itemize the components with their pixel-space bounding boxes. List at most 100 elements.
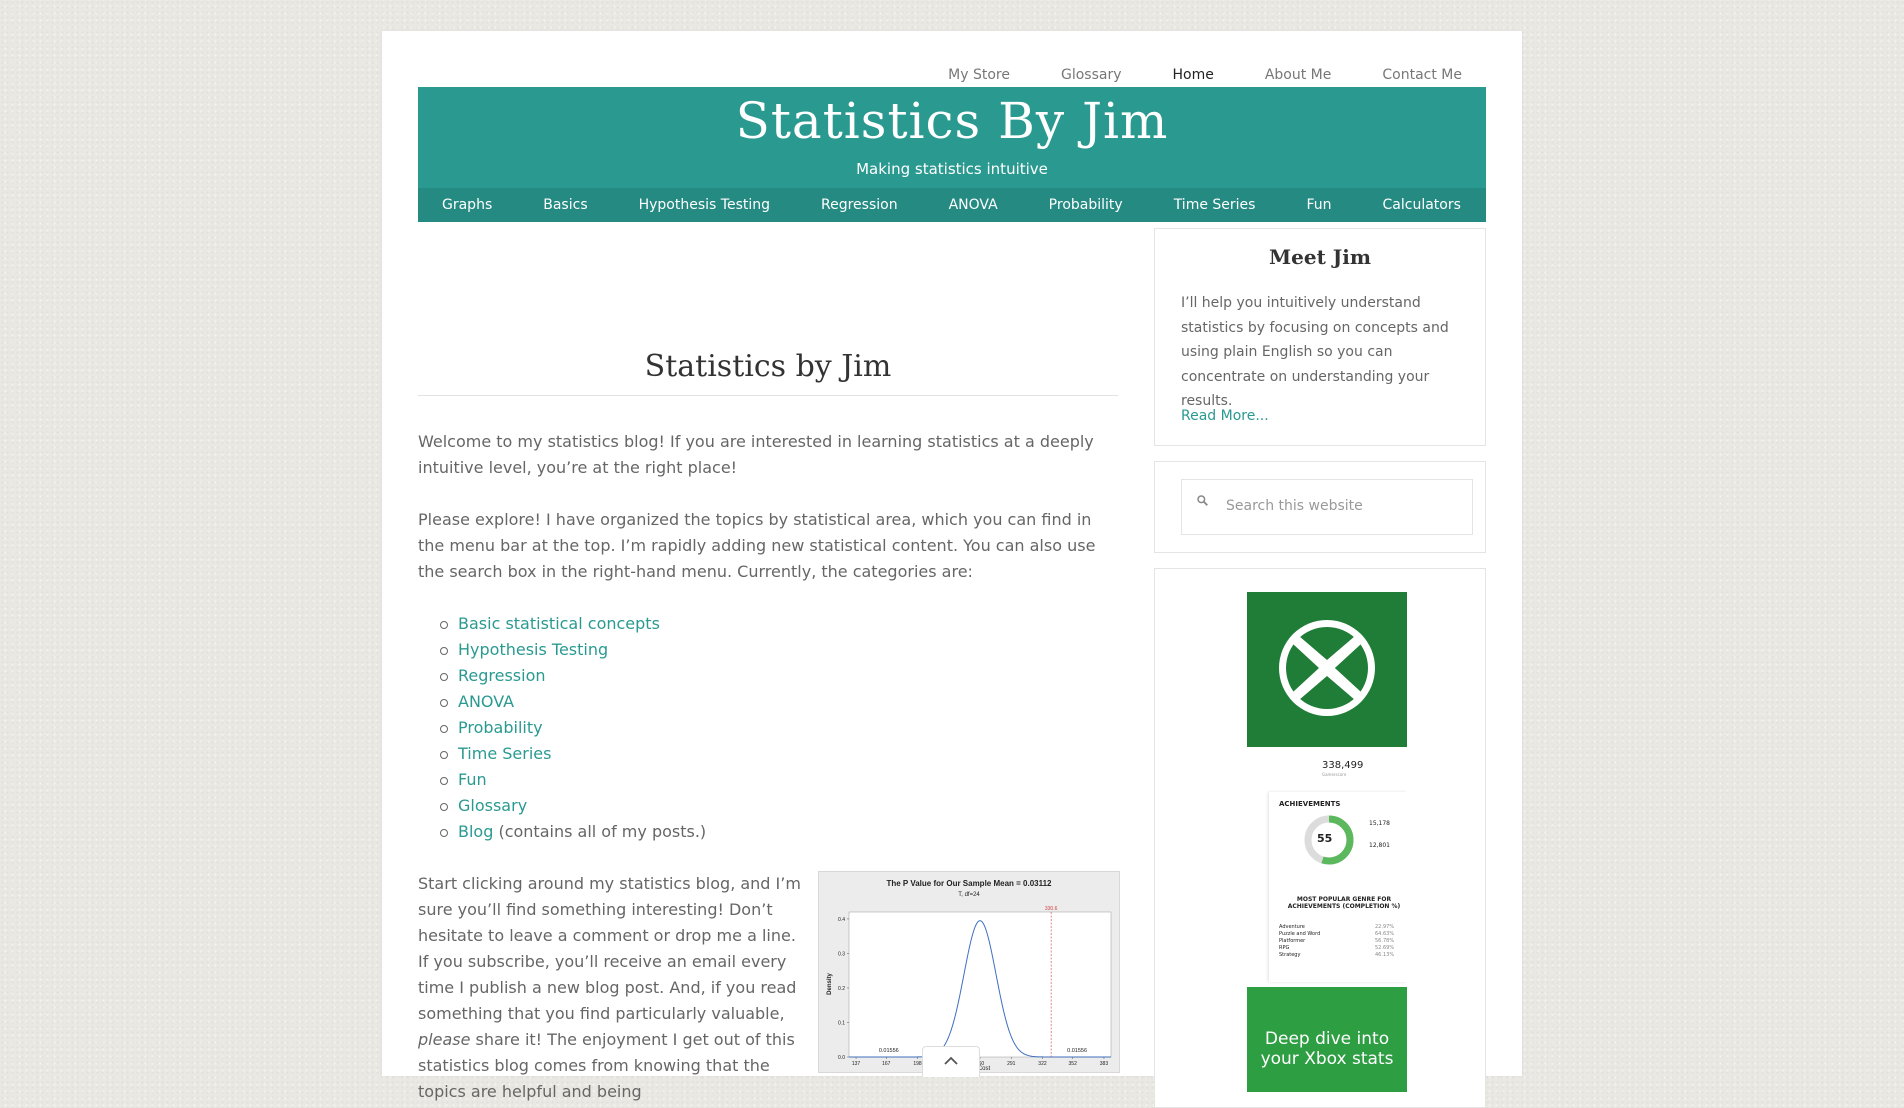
intro-paragraph: Welcome to my statistics blog! If you ar… <box>418 429 1118 481</box>
category-list: Basic statistical concepts Hypothesis Te… <box>418 611 706 845</box>
ad-cta[interactable]: Deep dive into your Xbox stats <box>1247 987 1407 1092</box>
ad-genre-list: Adventure Puzzle and Word Platformer RPG… <box>1279 924 1320 959</box>
list-item: Platformer <box>1279 938 1320 945</box>
site-tagline: Making statistics intuitive <box>418 160 1486 178</box>
category-link-basic-concepts[interactable]: Basic statistical concepts <box>458 614 660 633</box>
title-divider <box>418 395 1118 396</box>
y-axis-label: Density <box>827 973 833 995</box>
ad-genre-title: MOST POPULAR GENRE FOR ACHIEVEMENTS (COM… <box>1283 896 1405 910</box>
nav-graphs[interactable]: Graphs <box>442 197 492 213</box>
topnav-home[interactable]: Home <box>1172 67 1213 83</box>
topnav-glossary[interactable]: Glossary <box>1061 67 1122 83</box>
chevron-up-icon <box>943 1056 959 1066</box>
category-link-blog[interactable]: Blog <box>458 822 493 841</box>
blog-note: (contains all of my posts.) <box>493 822 706 841</box>
search-icon <box>1197 495 1208 506</box>
ad-achievements-title: ACHIEVEMENTS <box>1279 800 1340 808</box>
nav-time-series[interactable]: Time Series <box>1174 197 1256 213</box>
ad-stat-1: 15,178 <box>1369 820 1390 827</box>
explore-paragraph: Please explore! I have organized the top… <box>418 507 1118 585</box>
plot-area <box>849 912 1111 1057</box>
nav-hypothesis-testing[interactable]: Hypothesis Testing <box>639 197 770 213</box>
list-item: Basic statistical concepts <box>458 611 706 637</box>
list-item: Puzzle and Word <box>1279 931 1320 938</box>
ad-genre-percents: 22.97% 64.63% 56.78% 52.69% 46.13% <box>1375 924 1394 959</box>
list-item: Hypothesis Testing <box>458 637 706 663</box>
topnav-my-store[interactable]: My Store <box>948 67 1010 83</box>
list-item: 64.63% <box>1375 931 1394 938</box>
topnav-about-me[interactable]: About Me <box>1265 67 1332 83</box>
list-item: Adventure <box>1279 924 1320 931</box>
xbox-ad[interactable]: 338,499 Gamerscore ACHIEVEMENTS 55 15,17… <box>1247 592 1407 1092</box>
nav-anova[interactable]: ANOVA <box>949 197 998 213</box>
list-item: 52.69% <box>1375 945 1394 952</box>
category-link-anova[interactable]: ANOVA <box>458 692 514 711</box>
nav-probability[interactable]: Probability <box>1049 197 1123 213</box>
category-link-time-series[interactable]: Time Series <box>458 744 551 763</box>
xbox-logo-icon <box>1247 592 1407 747</box>
nav-calculators[interactable]: Calculators <box>1383 197 1461 213</box>
y-tick-label: 0.2 <box>838 986 845 992</box>
y-tick-label: 0.3 <box>838 951 845 957</box>
category-link-regression[interactable]: Regression <box>458 666 546 685</box>
ad-cta-text: Deep dive into your Xbox stats <box>1247 987 1407 1069</box>
top-navigation: My Store Glossary Home About Me Contact … <box>948 67 1462 83</box>
list-item: Glossary <box>458 793 706 819</box>
chart-title: The P Value for Our Sample Mean = 0.0311… <box>886 879 1052 888</box>
list-item: 22.97% <box>1375 924 1394 931</box>
ad-stats-card: ACHIEVEMENTS 55 15,178 12,801 MOST POPUL… <box>1269 792 1407 982</box>
post-title: Statistics by Jim <box>418 349 1118 384</box>
category-link-glossary[interactable]: Glossary <box>458 796 527 815</box>
site-title[interactable]: Statistics By Jim <box>418 92 1486 150</box>
closing-paragraph: Start clicking around my statistics blog… <box>418 871 808 1105</box>
search-placeholder: Search this website <box>1226 498 1363 514</box>
list-item: ANOVA <box>458 689 706 715</box>
x-tick-label: 198 <box>913 1061 922 1067</box>
y-tick-label: 0.1 <box>838 1020 845 1026</box>
list-item: 46.13% <box>1375 952 1394 959</box>
meet-jim-text: I’ll help you intuitively understand sta… <box>1181 291 1477 414</box>
category-link-fun[interactable]: Fun <box>458 770 487 789</box>
search-input[interactable]: Search this website <box>1181 479 1473 535</box>
nav-fun[interactable]: Fun <box>1306 197 1331 213</box>
x-tick-label: 167 <box>882 1061 891 1067</box>
scroll-to-top-button[interactable] <box>922 1046 980 1077</box>
list-item: Fun <box>458 767 706 793</box>
list-item: 56.78% <box>1375 938 1394 945</box>
list-item: Blog (contains all of my posts.) <box>458 819 706 845</box>
marker-label: 330.6 <box>1045 906 1058 912</box>
x-tick-label: 383 <box>1100 1061 1109 1067</box>
topnav-contact-me[interactable]: Contact Me <box>1382 67 1462 83</box>
site-header: Statistics By Jim Making statistics intu… <box>418 87 1486 188</box>
read-more-link[interactable]: Read More... <box>1181 408 1269 424</box>
x-tick-label: 322 <box>1038 1061 1047 1067</box>
meet-jim-widget: Meet Jim I’ll help you intuitively under… <box>1154 228 1486 446</box>
category-link-hypothesis-testing[interactable]: Hypothesis Testing <box>458 640 608 659</box>
nav-regression[interactable]: Regression <box>821 197 898 213</box>
ad-ring-value: 55 <box>1317 832 1332 845</box>
list-item: Strategy <box>1279 952 1320 959</box>
widget-title: Meet Jim <box>1155 245 1485 269</box>
p-value-chart: The P Value for Our Sample Mean = 0.0311… <box>818 871 1120 1073</box>
closing-text-b: share it! The enjoyment I get out of thi… <box>418 1030 795 1101</box>
x-tick-label: 352 <box>1069 1061 1078 1067</box>
list-item: Regression <box>458 663 706 689</box>
ad-header <box>1247 592 1407 747</box>
left-tail-label: 0.01556 <box>879 1048 899 1054</box>
list-item: RPG <box>1279 945 1320 952</box>
main-navigation: Graphs Basics Hypothesis Testing Regress… <box>418 188 1486 222</box>
chart-subtitle: T, df=24 <box>958 892 980 898</box>
closing-text-a: Start clicking around my statistics blog… <box>418 874 801 1023</box>
right-tail-label: 0.01556 <box>1067 1048 1087 1054</box>
ad-gamerscore-caption: Gamerscore <box>1322 772 1346 777</box>
y-tick-label: 0.4 <box>838 917 845 923</box>
x-tick-label: 137 <box>852 1061 861 1067</box>
list-item: Time Series <box>458 741 706 767</box>
x-tick-label: 291 <box>1007 1061 1016 1067</box>
closing-emphasis: please <box>418 1030 470 1049</box>
nav-basics[interactable]: Basics <box>543 197 587 213</box>
category-link-probability[interactable]: Probability <box>458 718 543 737</box>
ad-stat-2: 12,801 <box>1369 842 1390 849</box>
y-tick-label: 0.0 <box>838 1055 845 1061</box>
ad-widget: 338,499 Gamerscore ACHIEVEMENTS 55 15,17… <box>1154 568 1486 1108</box>
